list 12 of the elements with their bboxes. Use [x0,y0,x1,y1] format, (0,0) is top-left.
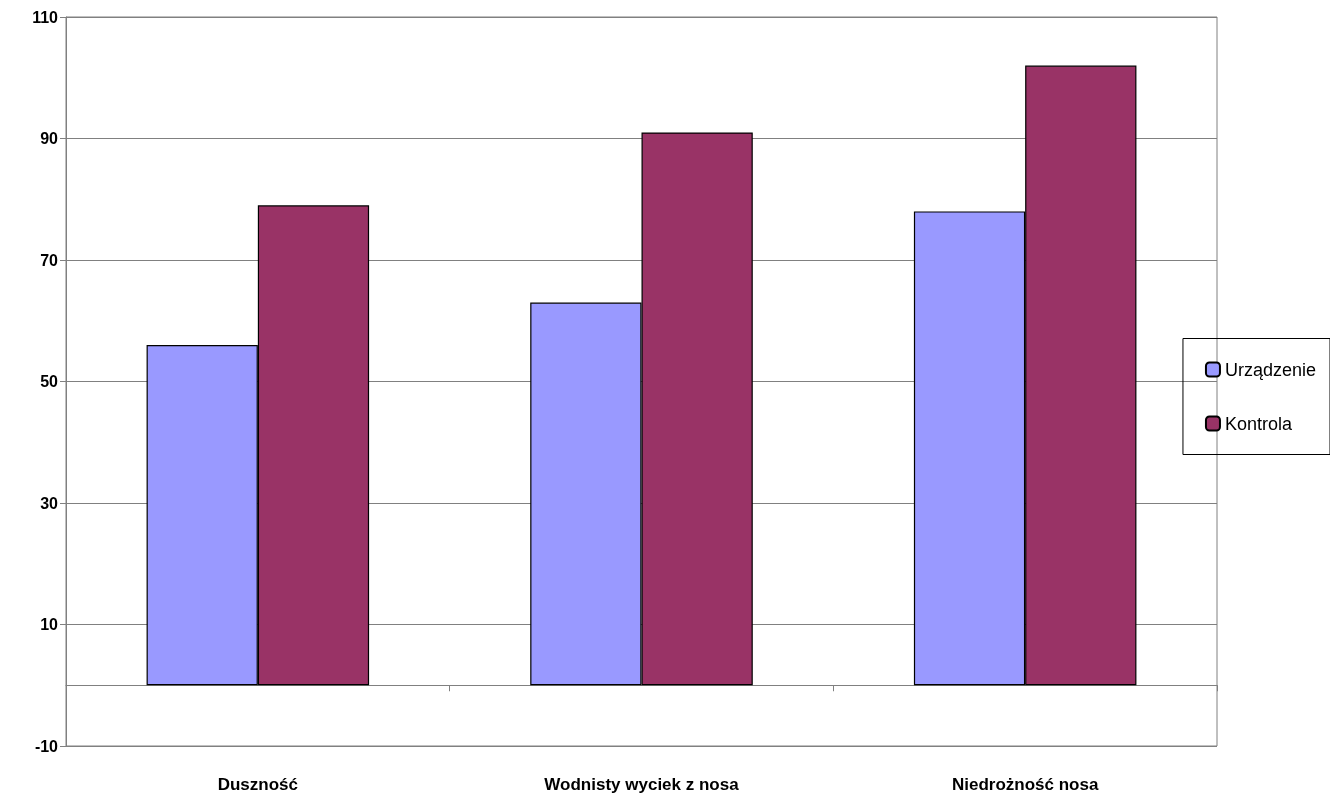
y-tick-label: 10 [40,616,59,633]
x-tick-label: Niedrożność nosa [951,775,1099,793]
y-tick-label: 90 [40,130,59,147]
x-tick-label: Wodnisty wyciek z nosa [544,775,740,793]
y-tick-label: -10 [34,737,59,755]
y-tick-label: 70 [40,251,59,269]
x-tick-label: Duszność [217,775,298,793]
legend-label: Kontrola [1224,413,1293,434]
y-tick-label: 50 [40,373,59,390]
y-tick-label: 30 [40,494,59,512]
y-tick-label: 110 [32,8,59,26]
legend-label: Urządzenie [1224,359,1316,380]
